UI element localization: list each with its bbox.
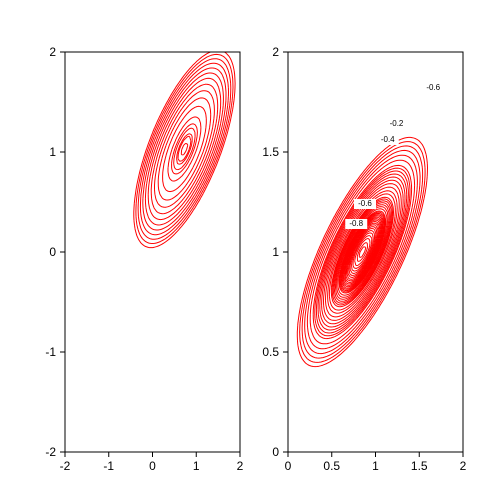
- x-axis: -2 -1 0 1 2: [60, 452, 244, 473]
- x-tick-label: -1: [103, 459, 114, 473]
- x-tick-label: 1.5: [411, 459, 428, 473]
- x-axis: 0 0.5 1 1.5 2: [285, 452, 467, 473]
- x-tick-label: 0: [149, 459, 156, 473]
- level-label: -0.2: [390, 119, 404, 128]
- contour-lines: [134, 52, 235, 248]
- y-tick-label: 1.5: [262, 145, 279, 159]
- contour-level: [136, 54, 233, 243]
- x-tick-label: -2: [60, 459, 71, 473]
- level-label: -0.6: [358, 199, 372, 208]
- contour-level: [151, 84, 218, 214]
- y-tick-label: 0: [272, 445, 279, 459]
- contour-level: [163, 106, 207, 191]
- y-tick-label: 0.5: [262, 345, 279, 359]
- y-tick-label: 2: [49, 45, 56, 59]
- y-tick-label: -2: [45, 445, 56, 459]
- contour-level: [315, 168, 410, 336]
- x-tick-label: 1: [193, 459, 200, 473]
- x-tick-label: 2: [460, 459, 467, 473]
- y-tick-label: 1: [49, 145, 56, 159]
- contour-level: [174, 128, 195, 170]
- contour-panel-left: -2-1012-2-1012: [65, 52, 274, 486]
- y-tick-label: 2: [272, 45, 279, 59]
- x-tick-label: 1: [372, 459, 379, 473]
- contour-level: [305, 150, 420, 353]
- level-label: -0.6: [426, 83, 440, 92]
- level-label: -0.8: [349, 219, 363, 228]
- level-label: -0.4: [381, 135, 395, 144]
- contour-level: [310, 160, 414, 344]
- contour-lines: -0.8 -0.6 -0.6 -0.4 -0.2: [297, 83, 444, 367]
- plot-frame: [65, 52, 240, 452]
- contour-level: [307, 155, 417, 349]
- contour-level: [318, 174, 407, 330]
- figure: -2 -1 0 1 2 -2 -1 0 1 2 -0.8 -0.6 -0.6 -0.4 -0.2 0 0.5 1…: [0, 0, 504, 504]
- x-tick-label: 0: [285, 459, 292, 473]
- contour-level: [302, 146, 423, 358]
- y-tick-label: 0: [49, 245, 56, 259]
- y-tick-label: 1: [272, 245, 279, 259]
- x-tick-label: 2: [237, 459, 244, 473]
- y-axis: -2 -1 0 1 2: [45, 45, 65, 459]
- contour-panel-right: -0.8 -0.6 -0.6 -0.4 -0.2 0 0.5 1 1.5 20 0.5 1 1.5 2: [288, 52, 497, 486]
- y-tick-label: -1: [45, 345, 56, 359]
- contour-level: [181, 143, 187, 155]
- x-tick-label: 0.5: [323, 459, 340, 473]
